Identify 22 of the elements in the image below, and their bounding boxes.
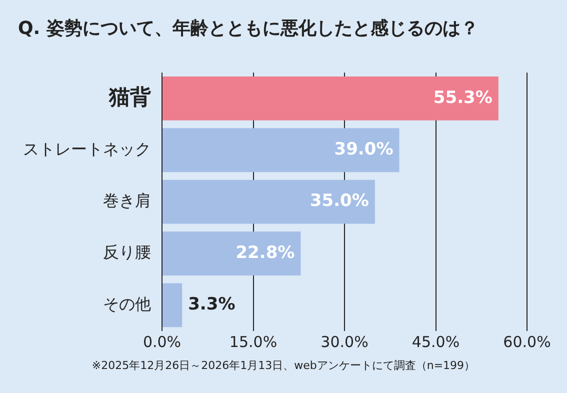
bar <box>162 128 400 172</box>
x-tick-label: 45.0% <box>412 332 460 351</box>
x-tick-label: 0.0% <box>142 332 182 351</box>
y-tick-label: 反り腰 <box>103 242 151 262</box>
data-label: 55.3% <box>433 88 492 108</box>
data-label: 3.3% <box>188 294 236 315</box>
bar <box>162 76 498 120</box>
x-tick-label: 30.0% <box>320 332 368 351</box>
chart-title: Q. 姿勢について、年齢とともに悪化したと感じるのは？ <box>18 17 478 40</box>
x-tick-label: 15.0% <box>229 332 278 351</box>
y-tick-label: 猫背 <box>108 84 151 109</box>
data-label: 39.0% <box>334 140 394 160</box>
bar <box>162 180 375 224</box>
y-tick-label: ストレートネック <box>23 139 151 158</box>
data-label: 35.0% <box>310 191 369 212</box>
y-tick-label: 巻き肩 <box>103 190 151 210</box>
data-label: 22.8% <box>236 242 295 263</box>
x-tick-label: 60.0% <box>503 332 551 351</box>
y-tick-label: その他 <box>103 294 151 314</box>
text: ※2025年12月26日～2026年1月13日、webアンケートにて調査（n=199） <box>90 358 476 373</box>
bar <box>162 283 182 328</box>
bar <box>162 232 301 276</box>
